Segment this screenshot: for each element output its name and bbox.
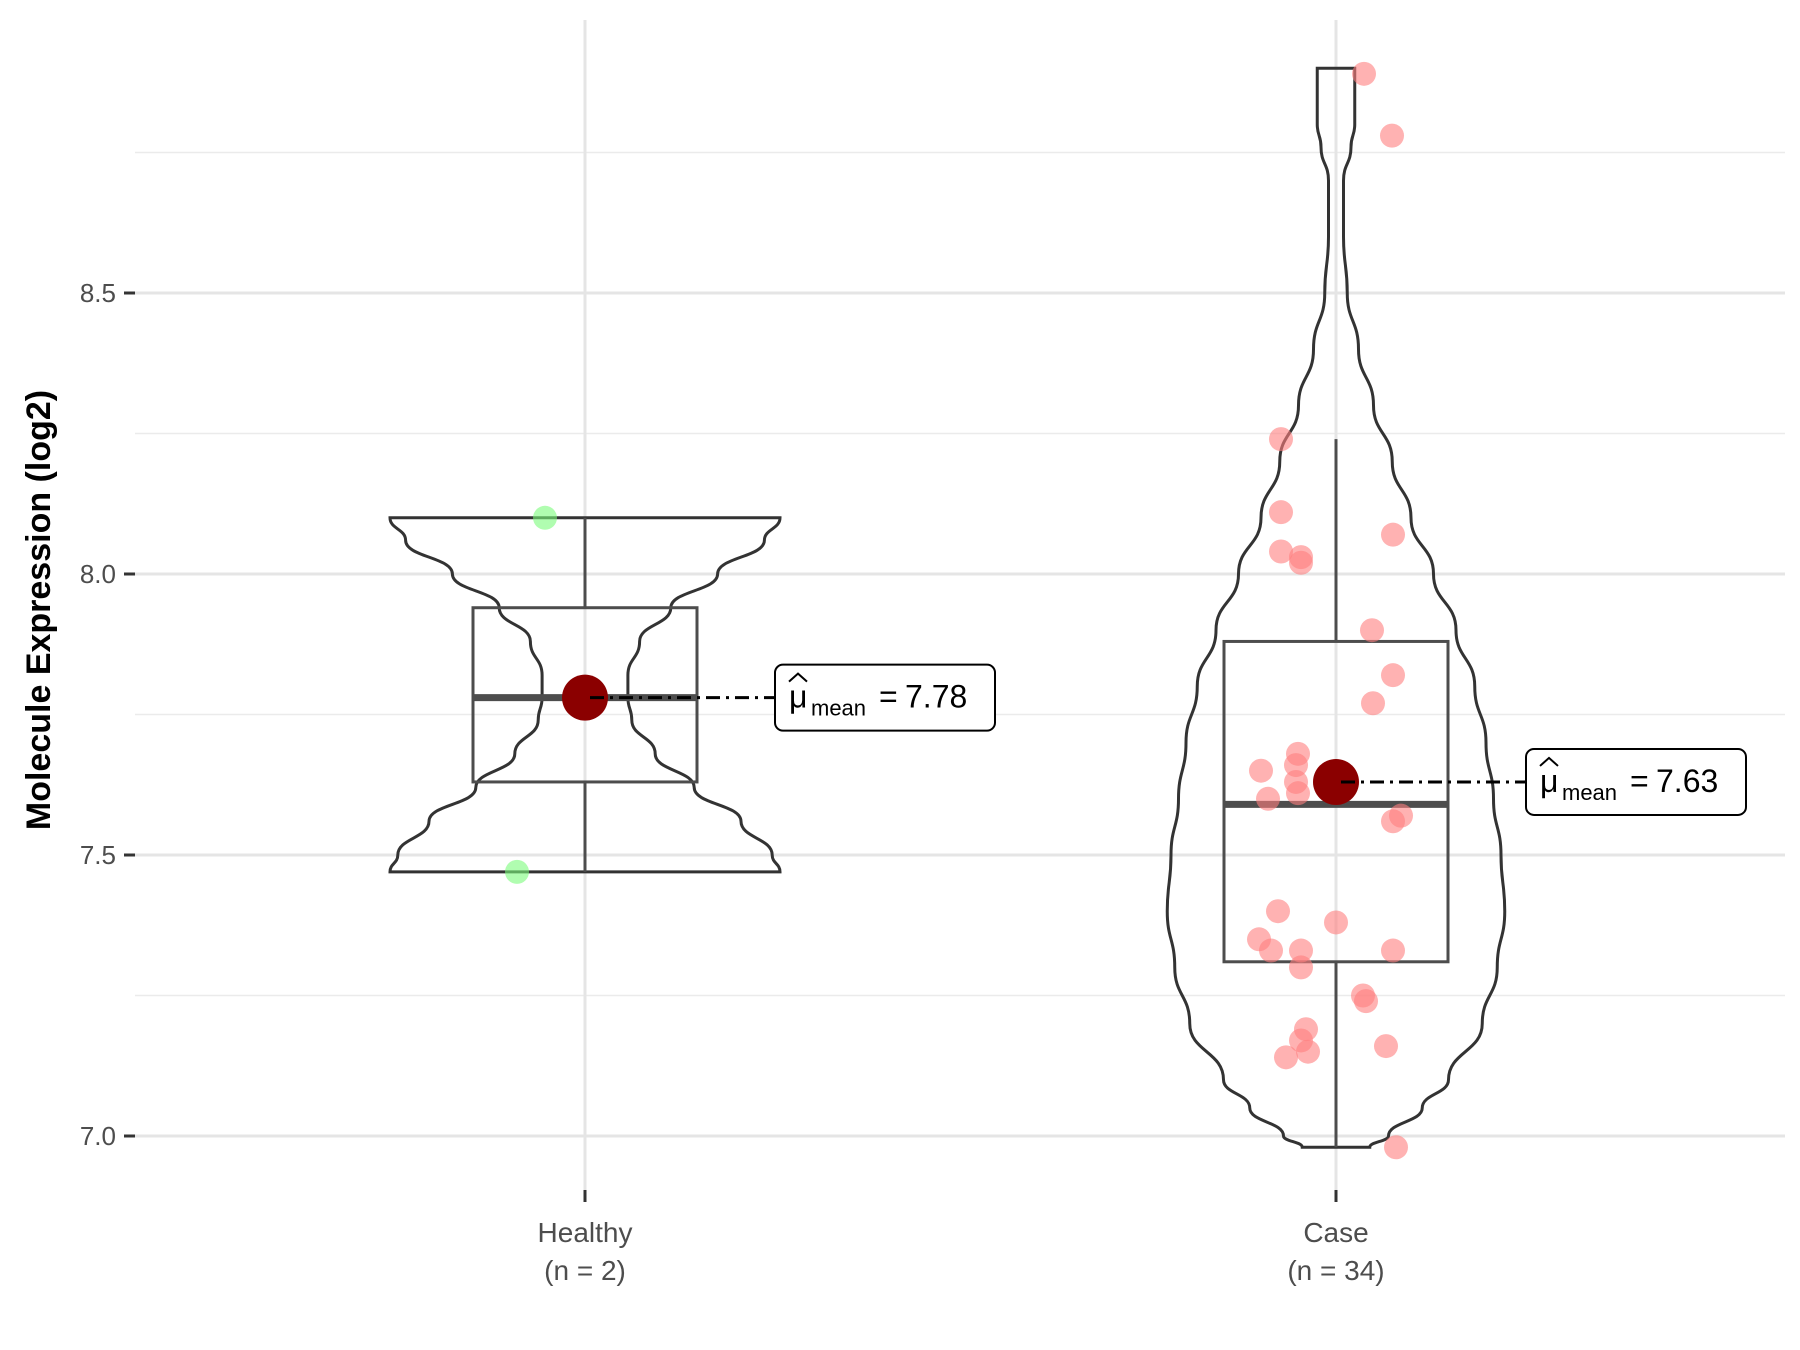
- data-point-case: [1381, 663, 1405, 688]
- mean-value: 7.78: [905, 679, 967, 715]
- data-point-case: [1266, 899, 1290, 924]
- mean-markers: μ mean = 7.78μ mean = 7.63: [562, 663, 1747, 816]
- violins: [388, 66, 1507, 1149]
- data-point-case: [1384, 1135, 1408, 1160]
- data-point-case: [1354, 989, 1378, 1014]
- data-point-healthy: [533, 505, 557, 530]
- equals-sign: =: [1630, 763, 1649, 799]
- equals-sign: =: [879, 679, 898, 715]
- mean-marker: [562, 674, 608, 721]
- violin-case: [1165, 66, 1507, 1149]
- data-point-case: [1324, 910, 1348, 935]
- mean-annotation: μ mean = 7.63: [1525, 747, 1747, 816]
- mean-value: 7.63: [1656, 763, 1718, 799]
- y-tick-label: 8.5: [80, 278, 116, 308]
- y-tick-label: 8.0: [80, 559, 116, 589]
- data-point-healthy: [505, 859, 529, 884]
- y-tick-label: 7.5: [80, 840, 116, 870]
- hat-icon: [1539, 756, 1559, 767]
- mean-subscript: mean: [811, 696, 866, 721]
- data-point-case: [1381, 938, 1405, 963]
- x-category-count: (n = 34): [1287, 1255, 1384, 1286]
- data-point-case: [1374, 1034, 1398, 1059]
- mean-annotation: μ mean = 7.78: [774, 663, 996, 732]
- violin-healthy: [388, 516, 782, 874]
- data-point-case: [1360, 618, 1384, 643]
- x-axis: Healthy (n = 2) Case (n = 34): [538, 1190, 1385, 1286]
- data-point-case: [1274, 1045, 1298, 1070]
- y-tick-label: 7.0: [80, 1121, 116, 1151]
- data-point-case: [1256, 786, 1280, 811]
- data-point-case: [1352, 61, 1376, 86]
- data-point-case: [1259, 938, 1283, 963]
- data-point-case: [1381, 522, 1405, 547]
- gridlines: [135, 20, 1785, 1190]
- hat-icon: [788, 672, 808, 683]
- data-point-case: [1286, 781, 1310, 806]
- mean-subscript: mean: [1562, 780, 1617, 805]
- data-point-case: [1361, 691, 1385, 716]
- data-point-case: [1269, 539, 1293, 564]
- data-point-case: [1269, 500, 1293, 525]
- data-point-case: [1269, 427, 1293, 452]
- data-point-case: [1289, 550, 1313, 575]
- x-category-count: (n = 2): [544, 1255, 626, 1286]
- data-point-case: [1284, 753, 1308, 778]
- mean-marker: [1313, 758, 1359, 805]
- y-axis: 7.0 7.5 8.0 8.5: [80, 278, 135, 1151]
- mu-symbol: μ: [789, 679, 807, 715]
- data-point-case: [1296, 1039, 1320, 1064]
- annotation-box: [1525, 747, 1747, 816]
- y-axis-label: Molecule Expression (log2): [20, 390, 58, 830]
- data-points: [505, 61, 1413, 1160]
- data-point-case: [1381, 809, 1405, 834]
- data-point-case: [1289, 955, 1313, 980]
- data-point-case: [1249, 758, 1273, 783]
- data-point-case: [1380, 123, 1404, 148]
- x-category-label: Healthy: [538, 1217, 633, 1248]
- x-category-label: Case: [1303, 1217, 1368, 1248]
- data-point-case: [1289, 938, 1313, 963]
- annotation-box: [774, 663, 996, 732]
- mu-symbol: μ: [1540, 763, 1558, 799]
